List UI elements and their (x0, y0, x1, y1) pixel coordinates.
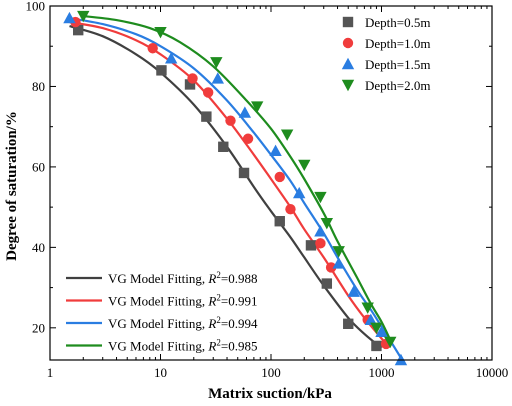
data-point-depth-4 (320, 218, 334, 230)
data-point-depth-2 (202, 87, 214, 98)
y-axis-title: Degree of saturation/% (4, 111, 20, 261)
data-point-depth-4 (384, 336, 397, 349)
legend-fit-label-2: VG Model Fitting, R2=0.991 (108, 293, 257, 309)
data-point-depth-1 (73, 24, 84, 36)
data-point-depth-4 (298, 159, 311, 172)
x-tick-label: 1 (47, 365, 54, 380)
data-point-depth-4 (154, 26, 167, 39)
data-point-depth-1 (156, 65, 167, 76)
data-point-depth-1 (184, 79, 196, 90)
fit-line-3 (69, 17, 402, 359)
data-point-depth-3 (211, 72, 224, 84)
data-point-depth-1 (274, 216, 285, 227)
legend-label-4: Depth=2.0m (365, 78, 430, 93)
y-tick-label: 40 (32, 240, 45, 255)
x-tick-label: 10000 (476, 365, 509, 380)
data-point-depth-1 (343, 318, 354, 329)
data-point-depth-4 (314, 191, 327, 204)
data-point-depth-3 (293, 186, 306, 199)
data-point-depth-4 (332, 246, 345, 258)
legend-label-1: Depth=0.5m (365, 15, 430, 30)
data-point-depth-2 (325, 262, 337, 273)
fit-line-2 (69, 21, 387, 345)
data-point-depth-1 (218, 141, 229, 152)
data-point-depth-2 (187, 73, 198, 84)
y-tick-label: 80 (32, 79, 45, 94)
data-point-depth-1 (371, 340, 382, 352)
legend-label-2: Depth=1.0m (365, 36, 430, 51)
legend-fit-label-1: VG Model Fitting, R2=0.988 (108, 270, 257, 286)
data-point-depth-1 (305, 240, 317, 251)
x-axis-title: Matrix suction/kPa (208, 386, 332, 402)
data-point-depth-2 (285, 203, 296, 215)
data-point-depth-1 (238, 167, 250, 179)
x-tick-label: 10 (154, 365, 167, 380)
data-point-depth-2 (315, 238, 326, 249)
y-tick-label: 100 (26, 0, 46, 14)
legend-fits: VG Model Fitting, R2=0.988 VG Model Fitti… (66, 270, 258, 354)
data-point-depth-3 (314, 225, 327, 237)
data-point-depth-3 (364, 313, 377, 325)
data-point-depth-3 (332, 257, 345, 269)
data-point-depth-1 (321, 278, 333, 289)
data-point-depth-2 (242, 133, 254, 144)
data-point-depth-3 (238, 106, 252, 118)
data-point-depth-2 (225, 115, 236, 126)
data-point-depth-4 (210, 57, 223, 69)
fit-line-1 (69, 25, 383, 349)
data-point-depth-3 (165, 52, 178, 64)
x-tick-label: 100 (261, 365, 281, 380)
data-point-depth-3 (375, 325, 388, 338)
legend-fit-label-3: VG Model Fitting, R2=0.994 (108, 315, 258, 331)
data-point-depth-3 (347, 285, 360, 297)
data-markers (63, 10, 408, 366)
data-point-depth-1 (201, 111, 212, 122)
data-point-depth-4 (250, 101, 264, 113)
axes: 1 10 100 1000 10000 20 40 60 80 100 (26, 0, 509, 380)
y-tick-label: 20 (32, 320, 45, 335)
legend-label-3: Depth=1.5m (365, 57, 430, 72)
data-point-depth-4 (370, 322, 383, 335)
data-point-depth-4 (280, 129, 294, 141)
data-point-depth-3 (269, 144, 282, 157)
legend-marker-3 (341, 57, 355, 70)
data-point-depth-3 (63, 11, 76, 24)
x-tick-label: 1000 (369, 365, 395, 380)
legend-marker-2 (342, 37, 354, 49)
data-point-depth-2 (274, 171, 285, 183)
legend-marker-4 (341, 79, 355, 92)
legend-fit-label-4: VG Model Fitting, R2=0.985 (108, 338, 257, 354)
legend-marker-1 (342, 16, 354, 28)
data-point-depth-4 (77, 10, 90, 23)
legend-markers: Depth=0.5m Depth=1.0m Depth=1.5m Depth=2.0m (341, 15, 430, 93)
data-point-depth-4 (361, 302, 374, 314)
y-tick-label: 60 (32, 159, 45, 174)
data-point-depth-2 (147, 43, 158, 54)
